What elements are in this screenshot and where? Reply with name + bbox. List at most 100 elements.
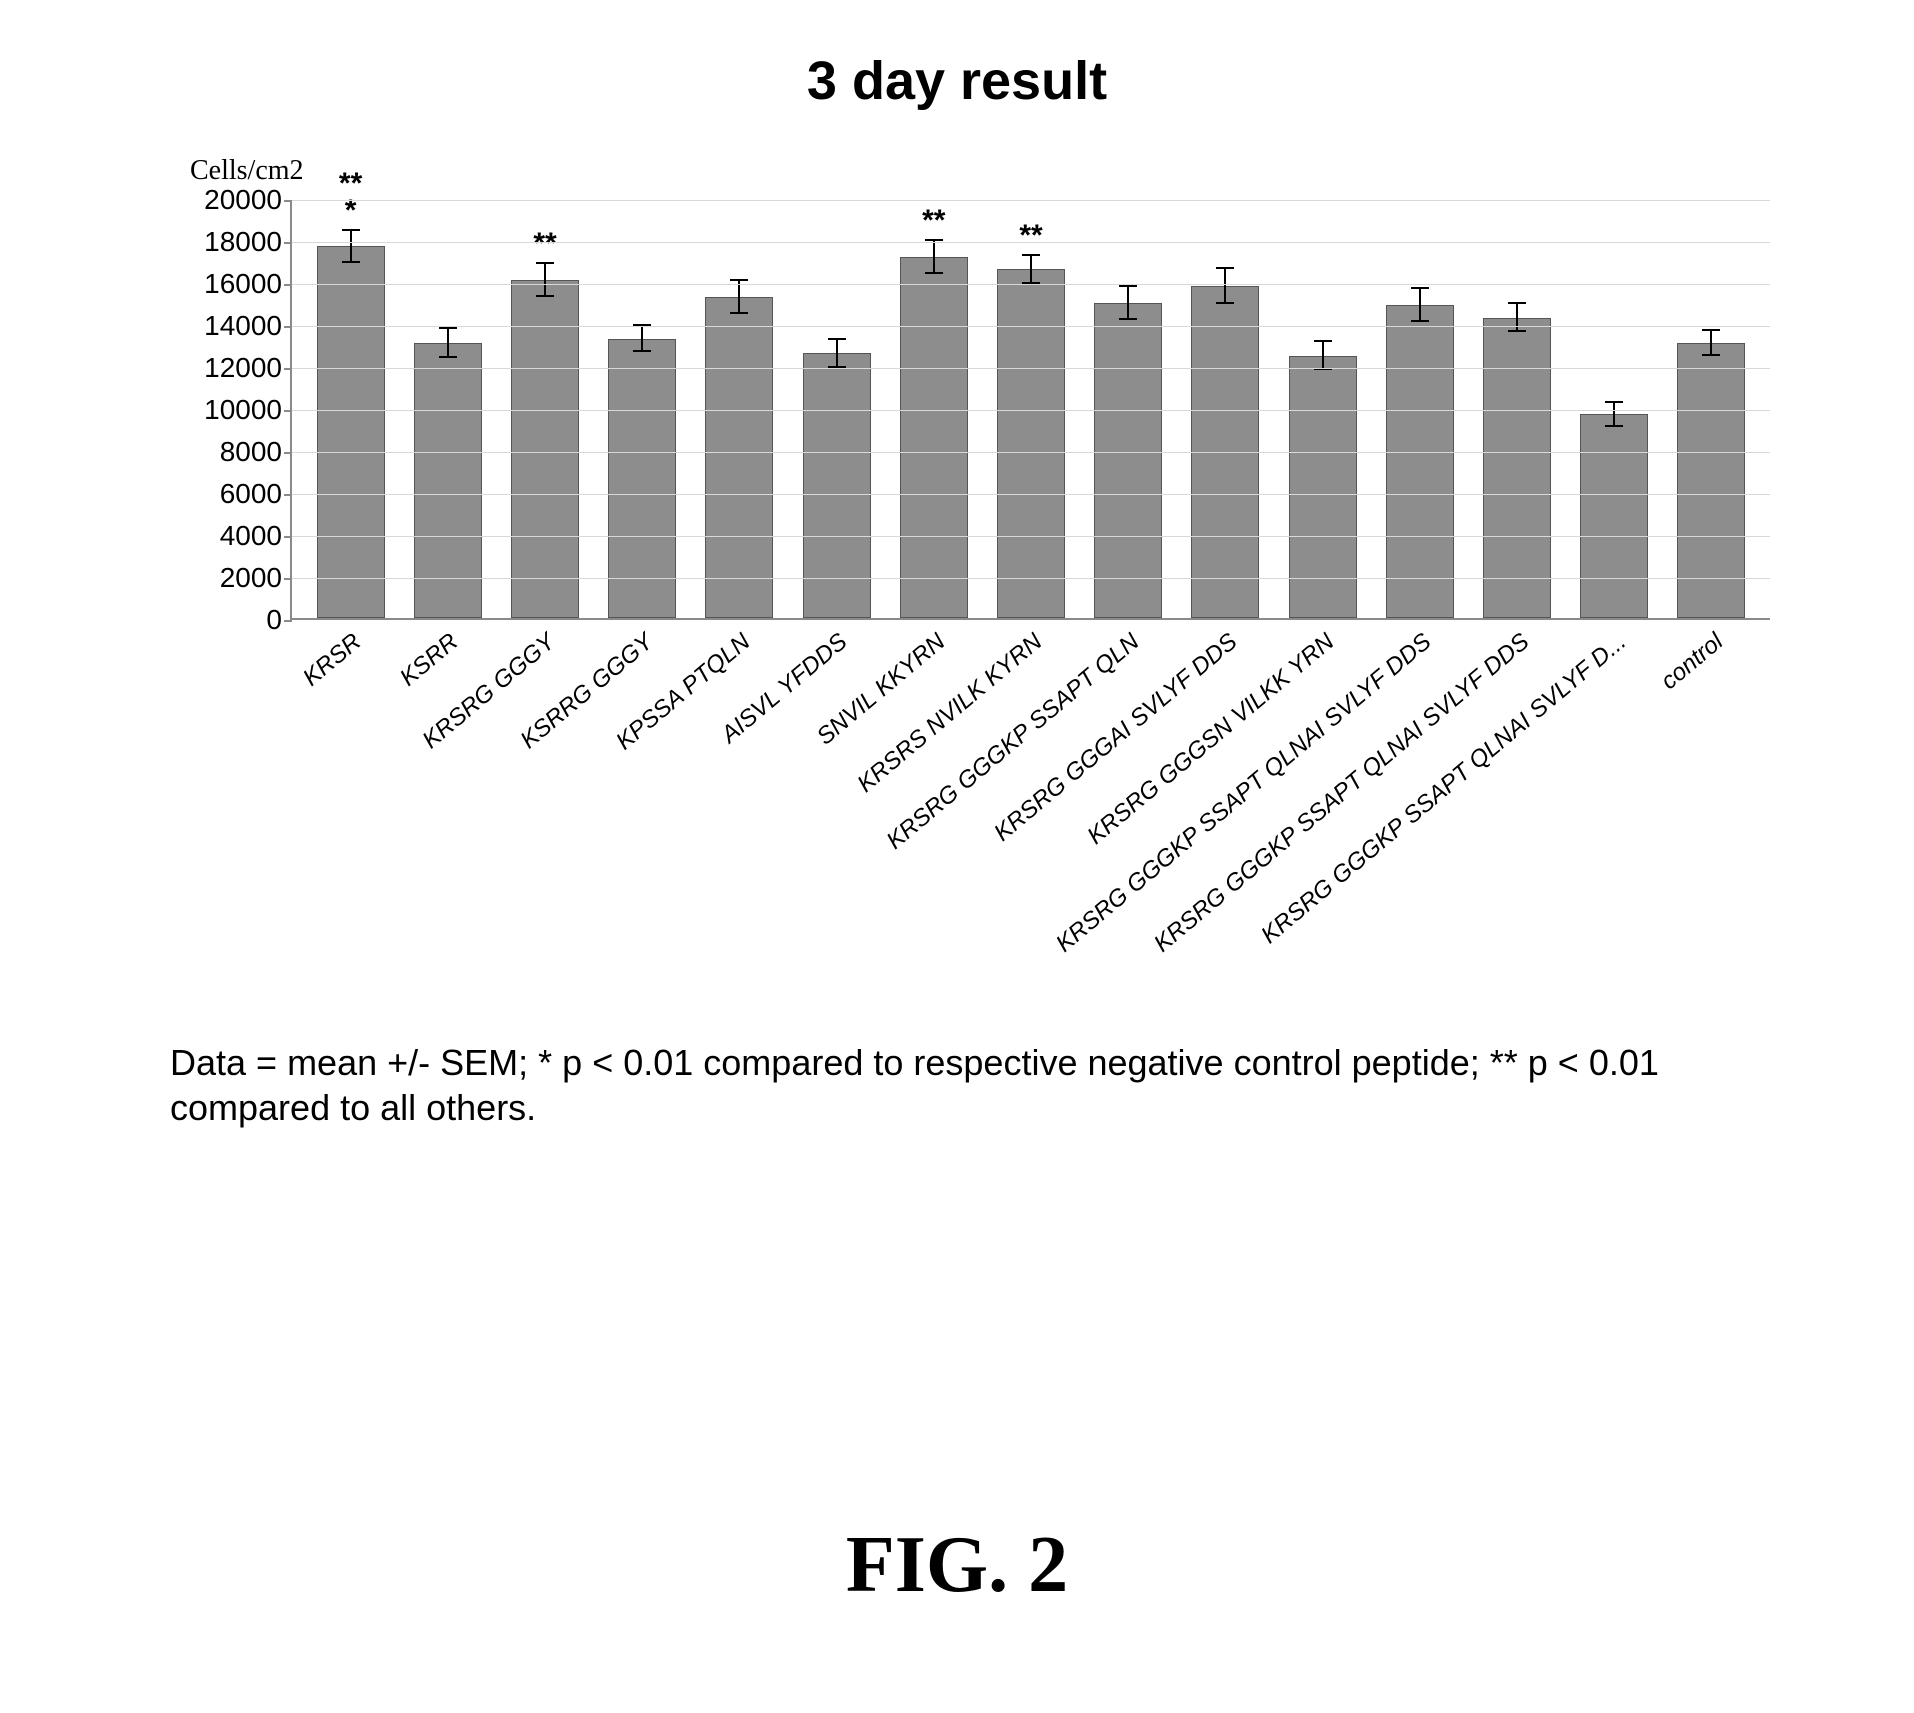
bar-slot: [399, 200, 496, 618]
chart-title: 3 day result: [0, 50, 1914, 112]
error-cap: [1119, 285, 1137, 287]
bar: [900, 257, 968, 618]
y-tick-label: 0: [182, 604, 282, 636]
error-bar: [933, 240, 935, 274]
error-bar: [350, 230, 352, 264]
error-bar: [1613, 402, 1615, 427]
x-label-slot: control: [1663, 620, 1760, 1040]
bar-slot: [1468, 200, 1565, 618]
error-cap: [536, 262, 554, 264]
significance-label: **: [1019, 222, 1042, 249]
error-cap: [925, 239, 943, 241]
gridline: [292, 410, 1770, 411]
bar: [705, 297, 773, 618]
error-bar: [1516, 303, 1518, 332]
x-tick-label: KRSR: [298, 628, 367, 692]
y-tick-mark: [284, 578, 292, 580]
bar-slot: [1663, 200, 1760, 618]
error-cap: [439, 356, 457, 358]
bar-slot: [1371, 200, 1468, 618]
error-cap: [1119, 318, 1137, 320]
error-cap: [730, 312, 748, 314]
y-tick-mark: [284, 284, 292, 286]
error-bar: [1127, 286, 1129, 320]
gridline: [292, 284, 1770, 285]
gridline: [292, 368, 1770, 369]
x-label-slot: KRSRG GGGKP SSAPT QLNAI SVLYF D...: [1565, 620, 1662, 1040]
error-cap: [1216, 302, 1234, 304]
bar-slot: [1080, 200, 1177, 618]
x-tick-label: control: [1656, 628, 1729, 696]
x-tick-label: KSRR: [395, 628, 464, 692]
error-bar: [641, 325, 643, 352]
error-bar: [1322, 341, 1324, 370]
error-cap: [925, 272, 943, 274]
plot-area: ** ******* 02000400060008000100001200014…: [290, 200, 1770, 620]
error-bar: [1030, 255, 1032, 284]
bar: [317, 246, 385, 618]
y-axis-label: Cells/cm2: [190, 155, 304, 187]
bar: [414, 343, 482, 618]
gridline: [292, 536, 1770, 537]
y-tick-label: 18000: [182, 226, 282, 258]
error-cap: [1508, 302, 1526, 304]
y-tick-mark: [284, 242, 292, 244]
bar: [1386, 305, 1454, 618]
bar: [1580, 414, 1648, 618]
error-cap: [1508, 330, 1526, 332]
error-bar: [447, 328, 449, 357]
gridline: [292, 242, 1770, 243]
bar-slot: [788, 200, 885, 618]
y-tick-mark: [284, 536, 292, 538]
error-cap: [1314, 340, 1332, 342]
bar: [1677, 343, 1745, 618]
gridline: [292, 494, 1770, 495]
caption-text: Data = mean +/- SEM; * p < 0.01 compared…: [170, 1040, 1740, 1130]
error-cap: [1411, 320, 1429, 322]
y-tick-mark: [284, 200, 292, 202]
bar: [1094, 303, 1162, 618]
bar: [511, 280, 579, 618]
y-tick-label: 14000: [182, 310, 282, 342]
error-bar: [1710, 330, 1712, 355]
bar: [608, 339, 676, 618]
error-cap: [828, 338, 846, 340]
bar-slot: [691, 200, 788, 618]
error-bar: [1224, 268, 1226, 304]
bar-slot: [1177, 200, 1274, 618]
y-tick-label: 8000: [182, 436, 282, 468]
y-tick-mark: [284, 410, 292, 412]
chart-container: ** ******* 02000400060008000100001200014…: [170, 200, 1770, 1040]
bar: [1483, 318, 1551, 618]
error-bar: [544, 263, 546, 297]
y-tick-label: 16000: [182, 268, 282, 300]
error-cap: [1605, 401, 1623, 403]
error-cap: [1702, 329, 1720, 331]
y-tick-label: 4000: [182, 520, 282, 552]
y-tick-label: 6000: [182, 478, 282, 510]
bar-slot: [1274, 200, 1371, 618]
bar-slot: **: [885, 200, 982, 618]
significance-label: ** *: [339, 170, 362, 224]
bar-slot: ** *: [302, 200, 399, 618]
significance-label: **: [922, 207, 945, 234]
y-tick-mark: [284, 368, 292, 370]
bar: [997, 269, 1065, 618]
error-cap: [1605, 425, 1623, 427]
error-bar: [1419, 288, 1421, 322]
error-cap: [439, 327, 457, 329]
bars-container: ** * ** ** **: [292, 200, 1770, 618]
y-tick-label: 2000: [182, 562, 282, 594]
bar-slot: [1566, 200, 1663, 618]
y-tick-label: 20000: [182, 184, 282, 216]
significance-label: **: [533, 230, 556, 257]
error-cap: [633, 350, 651, 352]
x-label-slot: KRSR: [300, 620, 397, 1040]
bar-slot: **: [982, 200, 1079, 618]
error-cap: [1702, 354, 1720, 356]
error-bar: [836, 339, 838, 368]
bar-slot: **: [496, 200, 593, 618]
bar-slot: [594, 200, 691, 618]
error-cap: [342, 229, 360, 231]
gridline: [292, 578, 1770, 579]
